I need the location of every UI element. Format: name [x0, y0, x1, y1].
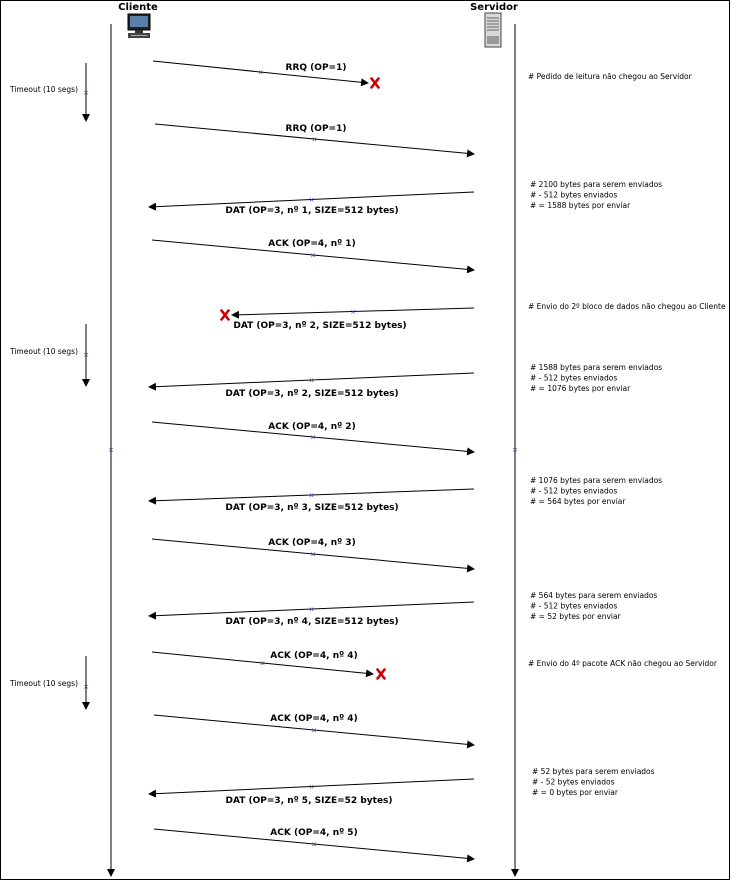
- message-midpoint-tick: ×: [312, 136, 318, 144]
- lifeline-tick: ×: [512, 446, 518, 454]
- message-midpoint-tick: ×: [310, 434, 316, 442]
- message-label: DAT (OP=3, nº 3, SIZE=512 bytes): [225, 503, 398, 513]
- message-midpoint-tick: ×: [310, 551, 316, 559]
- message-label: ACK (OP=4, nº 4): [270, 651, 357, 661]
- message-arrow: [151, 239, 475, 274]
- red-x-icon: [220, 309, 230, 321]
- note-line: # - 512 bytes enviados: [530, 374, 617, 383]
- message-label: ACK (OP=4, nº 4): [270, 714, 357, 724]
- message-label: ACK (OP=4, nº 3): [268, 538, 355, 548]
- message-label: DAT (OP=3, nº 4, SIZE=512 bytes): [225, 617, 398, 627]
- message-arrow: [153, 714, 475, 749]
- message-label: DAT (OP=3, nº 2, SIZE=512 bytes): [233, 321, 406, 331]
- note-line: # 2100 bytes para serem enviados: [530, 180, 662, 189]
- message-arrow: [151, 651, 374, 678]
- message-arrow: [154, 123, 475, 158]
- message-arrow: [231, 307, 475, 319]
- message-label: ACK (OP=4, nº 5): [270, 828, 357, 838]
- note-line: # 1076 bytes para serem enviados: [530, 476, 662, 485]
- message-midpoint-tick: ×: [309, 377, 315, 385]
- message-arrow: [148, 778, 475, 798]
- timeout-label: Timeout (10 segs): [9, 679, 78, 688]
- note-line: # Pedido de leitura não chegou ao Servid…: [528, 72, 693, 81]
- message-arrow: [148, 372, 475, 391]
- message-arrow: [153, 828, 475, 863]
- note-line: # = 0 bytes por enviar: [532, 788, 619, 797]
- timeout-label: Timeout (10 segs): [9, 347, 78, 356]
- message-midpoint-tick: ×: [311, 841, 317, 849]
- server-tower-icon: [484, 12, 502, 48]
- message-label: DAT (OP=3, nº 2, SIZE=512 bytes): [225, 389, 398, 399]
- note-line: # - 512 bytes enviados: [530, 487, 617, 496]
- message-label: DAT (OP=3, nº 5, SIZE=52 bytes): [225, 796, 392, 806]
- note-line: # Envio do 4º pacote ACK não chegou ao S…: [528, 659, 718, 668]
- note-line: # 1588 bytes para serem enviados: [530, 363, 662, 372]
- message-midpoint-tick: ×: [258, 69, 264, 77]
- note-line: # - 52 bytes enviados: [532, 778, 615, 787]
- message-midpoint-tick: ×: [309, 492, 315, 500]
- note-line: # = 52 bytes por enviar: [530, 612, 622, 621]
- message-midpoint-tick: ×: [260, 660, 266, 668]
- timeout-tick: ×: [83, 351, 89, 359]
- message-label: RRQ (OP=1): [286, 63, 347, 73]
- note-line: # - 512 bytes enviados: [530, 602, 617, 611]
- message-midpoint-tick: ×: [309, 606, 315, 614]
- client-label: Cliente: [118, 2, 158, 13]
- message-arrow: [151, 538, 475, 573]
- message-label: ACK (OP=4, nº 2): [268, 422, 355, 432]
- red-x-icon: [376, 668, 386, 680]
- message-label: RRQ (OP=1): [286, 124, 347, 134]
- note-line: # Envio do 2º bloco de dados não chegou …: [528, 302, 726, 311]
- note-line: # 564 bytes para serem enviados: [530, 591, 657, 600]
- lifeline-tick: ×: [108, 446, 114, 454]
- message-midpoint-tick: ×: [309, 783, 315, 791]
- note-line: # = 1076 bytes por enviar: [530, 384, 631, 393]
- note-line: # - 512 bytes enviados: [530, 191, 617, 200]
- message-midpoint-tick: ×: [309, 196, 315, 204]
- message-label: ACK (OP=4, nº 1): [268, 239, 355, 249]
- red-x-icon: [370, 77, 380, 89]
- message-label: DAT (OP=3, nº 1, SIZE=512 bytes): [225, 206, 398, 216]
- message-midpoint-tick: ×: [311, 727, 317, 735]
- server-label: Servidor: [470, 2, 518, 13]
- note-line: # 52 bytes para serem enviados: [532, 767, 655, 776]
- message-arrow: [148, 191, 475, 211]
- timeout-tick: ×: [83, 89, 89, 97]
- message-arrow: [148, 488, 475, 505]
- note-line: # = 1588 bytes por enviar: [530, 201, 631, 210]
- timeout-label: Timeout (10 segs): [9, 85, 78, 94]
- message-midpoint-tick: ×: [310, 252, 316, 260]
- message-arrow: [151, 421, 475, 456]
- message-midpoint-tick: ×: [350, 308, 356, 316]
- note-line: # = 564 bytes por enviar: [530, 497, 626, 506]
- message-arrow: [152, 60, 369, 87]
- timeout-tick: ×: [83, 683, 89, 691]
- message-arrow: [148, 601, 475, 620]
- computer-icon: [127, 13, 151, 38]
